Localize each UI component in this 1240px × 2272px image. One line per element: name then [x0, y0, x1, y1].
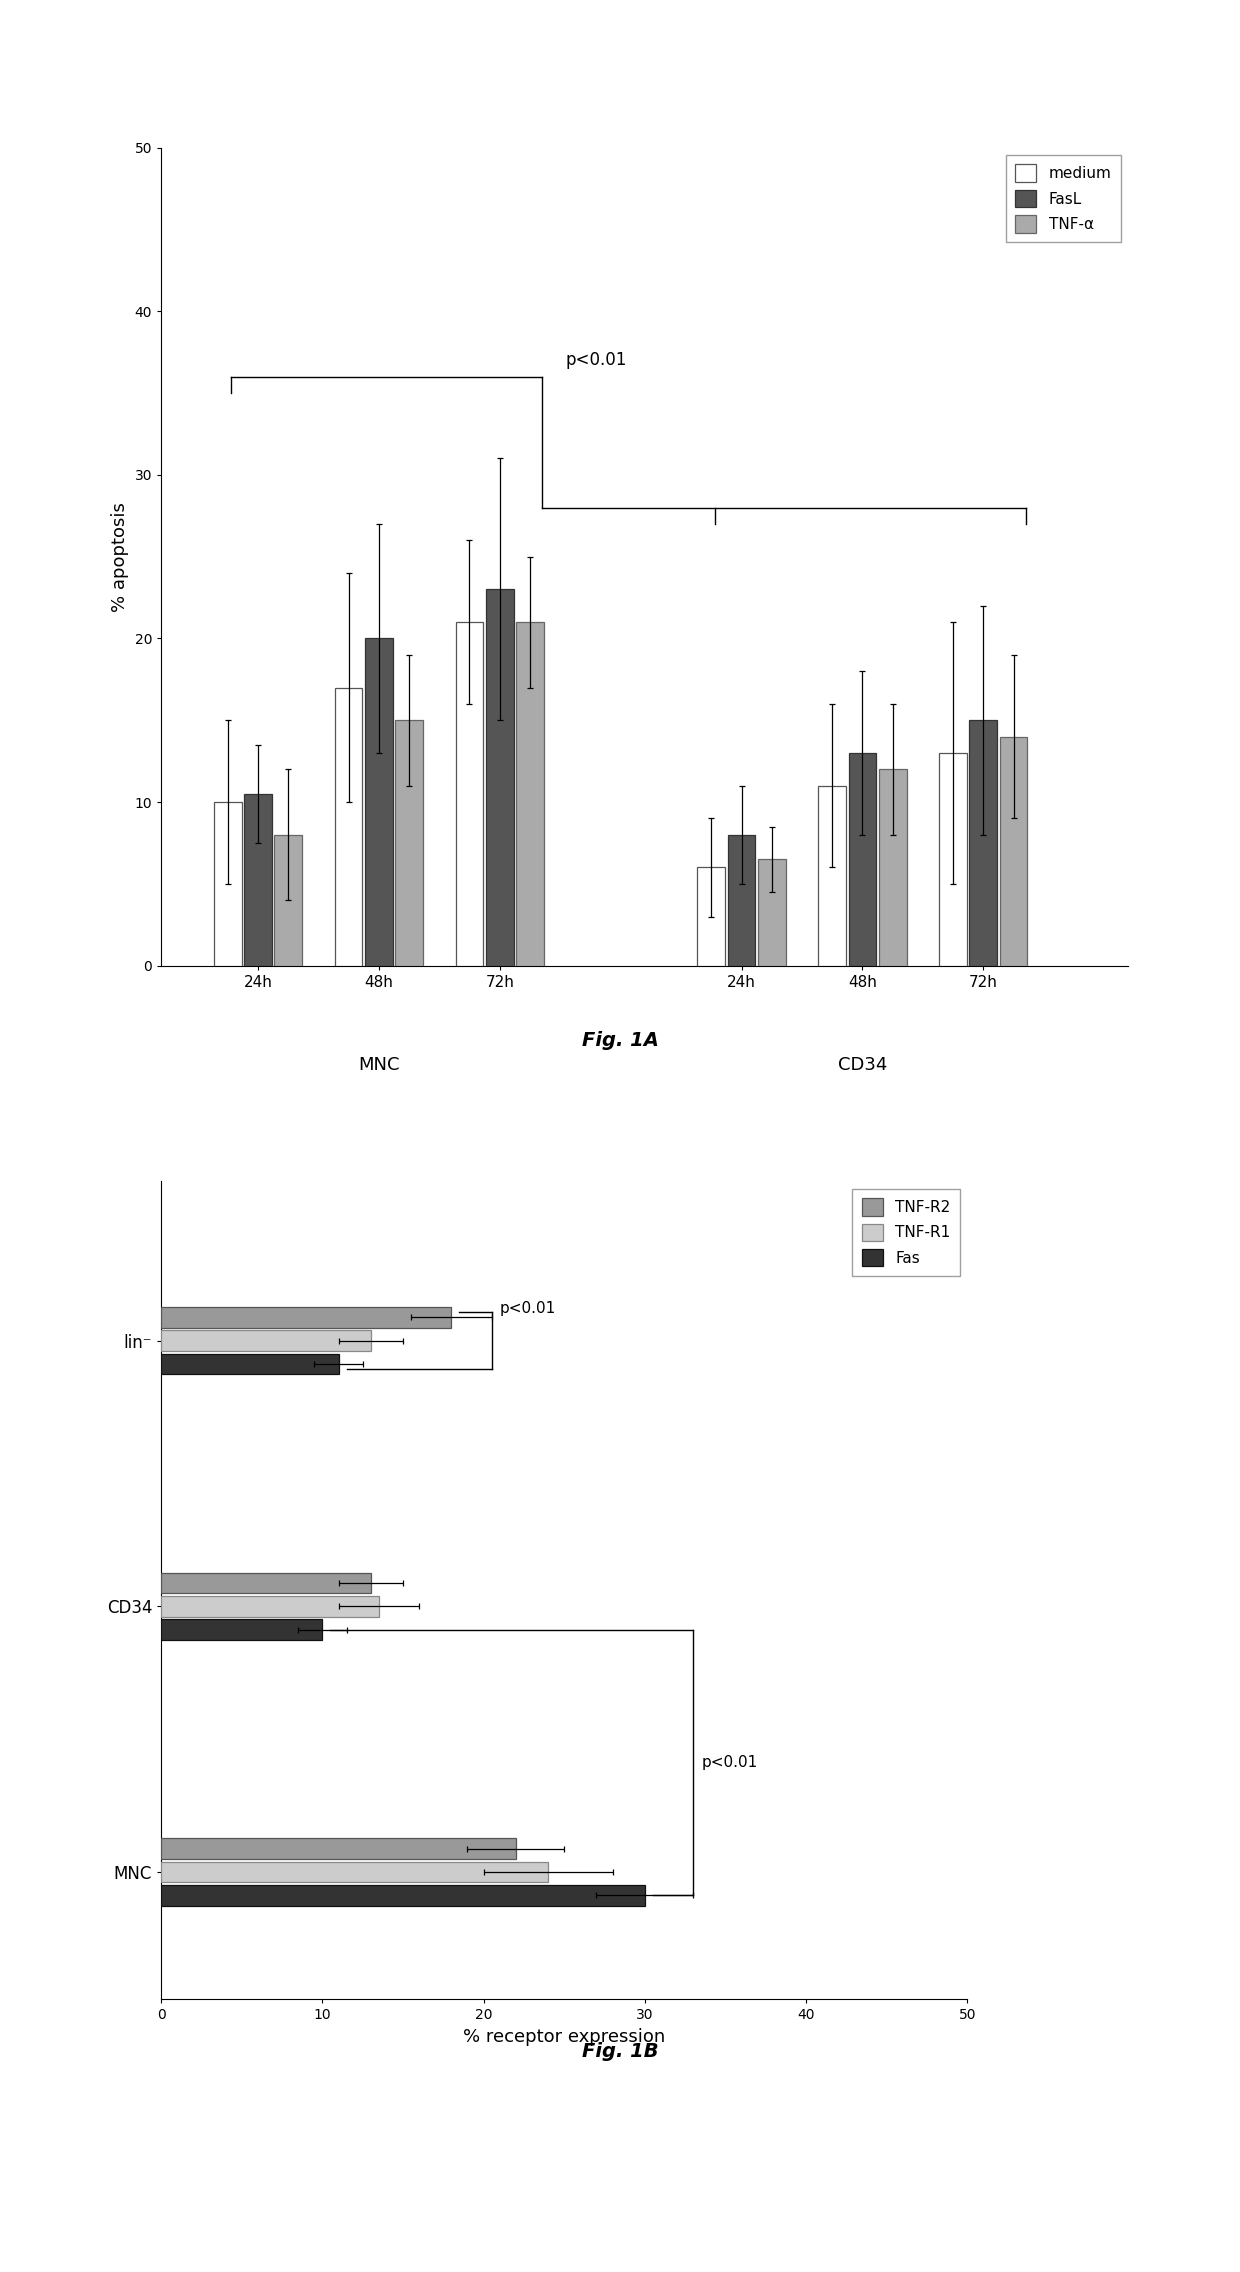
Text: MNC: MNC — [358, 1056, 399, 1075]
Bar — [161, 1620, 322, 1640]
Bar — [161, 1306, 451, 1327]
Bar — [161, 1838, 516, 1858]
Bar — [455, 623, 484, 966]
Bar — [939, 752, 967, 966]
Text: CD34: CD34 — [838, 1056, 887, 1075]
Text: Fig. 1B: Fig. 1B — [582, 2043, 658, 2061]
Bar — [879, 770, 906, 966]
Bar — [758, 859, 786, 966]
Bar — [213, 802, 242, 966]
Bar — [999, 736, 1028, 966]
Text: p<0.01: p<0.01 — [565, 350, 627, 368]
Bar — [161, 1886, 645, 1906]
Bar — [365, 638, 393, 966]
X-axis label: % receptor expression: % receptor expression — [463, 2029, 666, 2047]
Bar — [697, 868, 725, 966]
Text: p<0.01: p<0.01 — [500, 1302, 556, 1315]
Bar — [161, 1354, 339, 1375]
Legend: medium, FasL, TNF-α: medium, FasL, TNF-α — [1006, 154, 1121, 241]
Y-axis label: % apoptosis: % apoptosis — [112, 502, 129, 611]
Bar — [728, 834, 755, 966]
Bar — [848, 752, 877, 966]
Bar — [161, 1861, 548, 1881]
Bar — [161, 1572, 371, 1593]
Text: Fig. 1A: Fig. 1A — [582, 1031, 658, 1050]
Bar — [161, 1331, 371, 1352]
Text: p<0.01: p<0.01 — [702, 1754, 758, 1770]
Bar — [818, 786, 846, 966]
Bar — [244, 793, 272, 966]
Bar — [516, 623, 544, 966]
Bar — [486, 588, 513, 966]
Bar — [161, 1595, 379, 1618]
Bar — [396, 720, 423, 966]
Legend: TNF-R2, TNF-R1, Fas: TNF-R2, TNF-R1, Fas — [852, 1188, 960, 1275]
Bar — [970, 720, 997, 966]
Bar — [274, 834, 303, 966]
Bar — [335, 688, 362, 966]
